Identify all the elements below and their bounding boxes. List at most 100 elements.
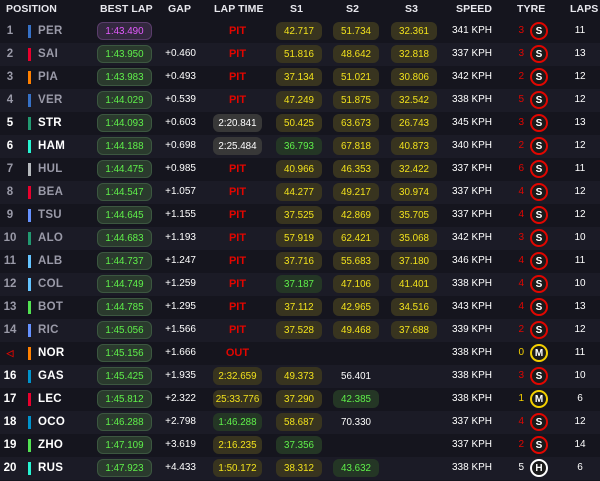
tyre-compound-icon: S	[530, 114, 548, 132]
position-cell: 17	[3, 393, 17, 405]
driver-code: PIA	[38, 71, 59, 83]
sector-3-cell: 26.743	[391, 114, 437, 132]
speed-cell: 337 KPH	[452, 48, 493, 59]
team-color-stripe	[28, 370, 31, 383]
sector-3-cell: 30.806	[391, 68, 437, 86]
sector-3-cell: 32.542	[391, 91, 437, 109]
sector-1-cell: 51.816	[276, 45, 322, 63]
position-cell: 13	[3, 301, 17, 313]
laps-cell: 12	[574, 71, 586, 82]
sector-1-cell: 37.525	[276, 206, 322, 224]
tyre-compound-icon: S	[530, 68, 548, 86]
lap-time-cell: OUT	[225, 347, 250, 359]
timing-rows: 1 PER 1:43.490 PIT 42.717 51.734 32.361 341 KPH…	[0, 20, 600, 480]
sector-1-cell: 37.528	[276, 321, 322, 339]
lap-time-cell: 1:46.288	[213, 413, 262, 431]
tyre-compound-icon: S	[530, 367, 548, 385]
best-lap-cell: 1:45.056	[97, 321, 152, 339]
lap-time-cell: 2:16.235	[213, 436, 262, 454]
header-laps[interactable]: LAPS	[570, 3, 599, 15]
best-lap-cell: 1:44.737	[97, 252, 152, 270]
table-row[interactable]: 18 OCO 1:46.288 +2.798 1:46.288 58.687 70.330 3…	[0, 411, 600, 434]
laps-cell: 12	[574, 209, 586, 220]
table-row[interactable]: 7 HUL 1:44.475 +0.985 PIT 40.966 46.353 32.422 3…	[0, 158, 600, 181]
table-row[interactable]: 5 STR 1:44.093 +0.603 2:20.841 50.425 63.673 26…	[0, 112, 600, 135]
sector-2-cell: 62.421	[333, 229, 379, 247]
header-lap-time[interactable]: LAP TIME	[214, 3, 264, 15]
header-s3[interactable]: S3	[405, 3, 419, 15]
header-tyre[interactable]: TYRE	[517, 3, 546, 15]
table-row[interactable]: 3 PIA 1:43.983 +0.493 PIT 37.134 51.021 30.806 3…	[0, 66, 600, 89]
position-cell: 2	[6, 48, 14, 60]
table-row[interactable]: 8 BEA 1:44.547 +1.057 PIT 44.277 49.217 30.974 3…	[0, 181, 600, 204]
table-row[interactable]: 4 VER 1:44.029 +0.539 PIT 47.249 51.875 32.542 3…	[0, 89, 600, 112]
table-row[interactable]: 12 COL 1:44.749 +1.259 PIT 37.187 47.106 41.401…	[0, 273, 600, 296]
gap-cell: +0.603	[165, 117, 196, 128]
laps-cell: 11	[574, 163, 586, 174]
lap-time-cell: PIT	[228, 48, 247, 60]
table-row[interactable]: 6 HAM 1:44.188 +0.698 2:25.484 36.793 67.818 40…	[0, 135, 600, 158]
sector-1-cell: 37.134	[276, 68, 322, 86]
table-row[interactable]: 1 PER 1:43.490 PIT 42.717 51.734 32.361 341 KPH…	[0, 20, 600, 43]
driver-code: PER	[38, 25, 63, 37]
best-lap-cell: 1:44.749	[97, 275, 152, 293]
header-s2[interactable]: S2	[346, 3, 360, 15]
position-cell: 19	[3, 439, 17, 451]
header-gap[interactable]: GAP	[168, 3, 192, 15]
header-best-lap[interactable]: BEST LAP	[100, 3, 153, 15]
tyre-compound-icon: S	[530, 252, 548, 270]
speed-cell: 337 KPH	[452, 163, 493, 174]
gap-cell: +1.566	[165, 324, 196, 335]
lap-time-cell: 1:50.172	[213, 459, 262, 477]
team-color-stripe	[28, 347, 31, 360]
tyre-compound-icon: S	[530, 275, 548, 293]
tyre-compound-icon: M	[530, 344, 548, 362]
tyre-age: 4	[518, 278, 524, 289]
tyre-age: 4	[518, 255, 524, 266]
team-color-stripe	[28, 324, 31, 337]
tyre-age: 4	[518, 186, 524, 197]
header-speed[interactable]: SPEED	[456, 3, 493, 15]
speed-cell: 342 KPH	[452, 232, 493, 243]
table-row[interactable]: 16 GAS 1:45.425 +1.935 2:32.659 49.373 56.401 3…	[0, 365, 600, 388]
speed-cell: 338 KPH	[452, 278, 493, 289]
table-row[interactable]: 11 ALB 1:44.737 +1.247 PIT 37.716 55.683 37.180…	[0, 250, 600, 273]
team-color-stripe	[28, 186, 31, 199]
tyre-compound-icon: S	[530, 436, 548, 454]
table-row[interactable]: 19 ZHO 1:47.109 +3.619 2:16.235 37.356 337 KPH…	[0, 434, 600, 457]
speed-cell: 342 KPH	[452, 71, 493, 82]
laps-cell: 11	[574, 25, 586, 36]
position-cell: 14	[3, 324, 17, 336]
table-row[interactable]: 17 LEC 1:45.812 +2.322 25:33.776 37.290 42.385…	[0, 388, 600, 411]
tyre-age: 4	[518, 301, 524, 312]
team-color-stripe	[28, 416, 31, 429]
driver-code: RUS	[38, 462, 64, 474]
best-lap-cell: 1:44.785	[97, 298, 152, 316]
speed-cell: 339 KPH	[452, 324, 493, 335]
lap-time-cell: PIT	[228, 209, 247, 221]
best-lap-cell: 1:44.475	[97, 160, 152, 178]
sector-2-cell: 47.106	[333, 275, 379, 293]
position-cell: 4	[6, 94, 14, 106]
best-lap-cell: 1:47.109	[97, 436, 152, 454]
lap-time-cell: PIT	[228, 301, 247, 313]
table-row[interactable]: 10 ALO 1:44.683 +1.193 PIT 57.919 62.421 35.068…	[0, 227, 600, 250]
gap-cell: +1.155	[165, 209, 196, 220]
tyre-age: 6	[518, 163, 524, 174]
speed-cell: 338 KPH	[452, 370, 493, 381]
lap-time-cell: 2:20.841	[213, 114, 262, 132]
lap-time-cell: PIT	[228, 25, 247, 37]
table-row[interactable]: 9 TSU 1:44.645 +1.155 PIT 37.525 42.869 35.705 3…	[0, 204, 600, 227]
table-row[interactable]: ◁ NOR 1:45.156 +1.666 OUT 338 KPH 0 M 11	[0, 342, 600, 365]
sector-2-cell: 42.965	[333, 298, 379, 316]
header-position[interactable]: POSITION	[6, 3, 57, 15]
header-s1[interactable]: S1	[290, 3, 304, 15]
table-row[interactable]: 2 SAI 1:43.950 +0.460 PIT 51.816 48.642 32.818 3…	[0, 43, 600, 66]
position-cell: 18	[3, 416, 17, 428]
table-row[interactable]: 14 RIC 1:45.056 +1.566 PIT 37.528 49.468 37.688…	[0, 319, 600, 342]
tyre-age: 5	[518, 462, 524, 473]
table-row[interactable]: 13 BOT 1:44.785 +1.295 PIT 37.112 42.965 34.516…	[0, 296, 600, 319]
table-row[interactable]: 20 RUS 1:47.923 +4.433 1:50.172 38.312 43.632 3…	[0, 457, 600, 480]
sector-1-cell: 57.919	[276, 229, 322, 247]
speed-cell: 341 KPH	[452, 25, 493, 36]
